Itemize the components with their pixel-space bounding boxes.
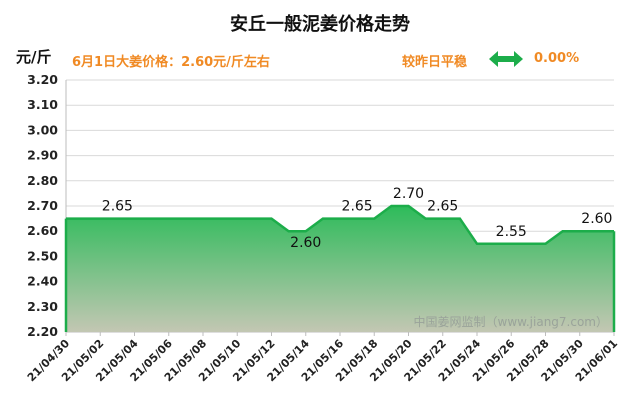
y-tick-label: 2.40 [27, 274, 58, 289]
price-line [66, 204, 614, 246]
y-tick-label: 2.60 [27, 223, 58, 238]
y-tick-label: 2.20 [27, 324, 58, 339]
y-tick-label: 2.30 [27, 299, 58, 314]
data-label: 2.65 [342, 199, 373, 215]
y-tick-label: 3.00 [27, 122, 58, 137]
y-tick-label: 2.50 [27, 248, 58, 263]
data-label: 2.65 [427, 199, 458, 215]
watermark: 中国姜网监制（www.jiang7.com） [414, 314, 608, 329]
double-arrow-icon [489, 50, 523, 72]
change-percent: 0.00% [534, 51, 580, 66]
y-axis-unit: 元/斤 [16, 48, 52, 66]
y-tick-label: 3.20 [27, 72, 58, 87]
data-label: 2.55 [496, 224, 527, 240]
data-label: 2.65 [102, 199, 133, 215]
chart-title: 安丘一般泥姜价格走势 [230, 14, 410, 35]
y-tick-label: 2.80 [27, 173, 58, 188]
y-tick-label: 2.90 [27, 148, 58, 163]
data-label: 2.70 [393, 186, 424, 202]
y-tick-label: 3.10 [27, 97, 58, 112]
y-tick-label: 2.70 [27, 198, 58, 213]
data-label: 2.60 [581, 211, 612, 227]
compare-label: 较昨日平稳 [402, 55, 468, 70]
price-note: 6月1日大姜价格：2.60元/斤左右 [72, 55, 270, 70]
data-label: 2.60 [290, 235, 321, 251]
price-area [66, 206, 614, 332]
